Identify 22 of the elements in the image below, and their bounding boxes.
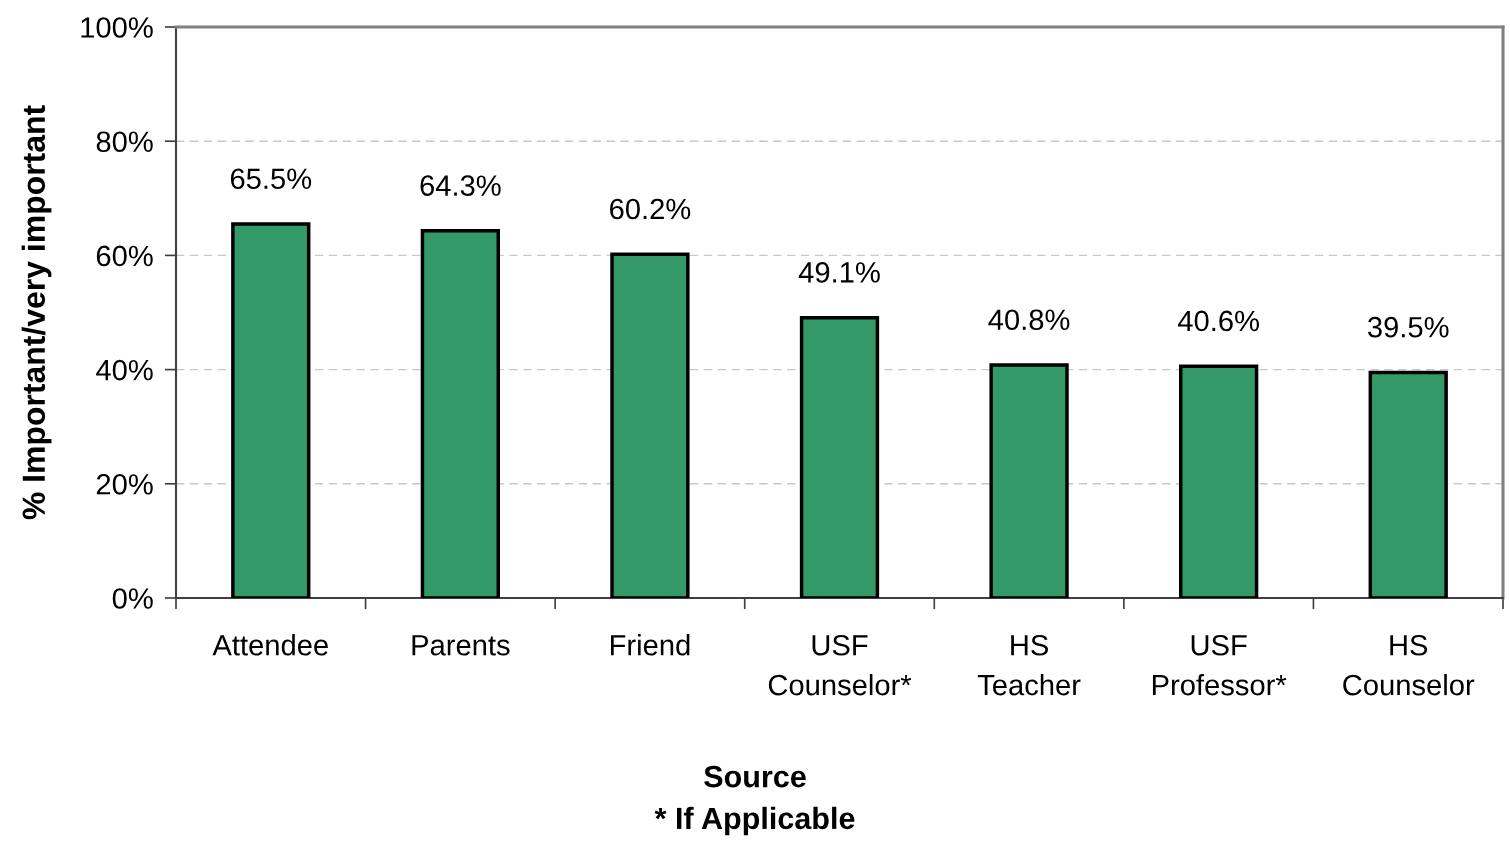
data-label: 64.3% <box>420 175 501 196</box>
y-tick-label: 0% <box>112 588 153 609</box>
data-label: 49.1% <box>798 262 880 283</box>
y-tick-label: 20% <box>96 474 153 495</box>
data-label: 60.2% <box>610 198 691 220</box>
x-tick-label: HS Counselor <box>1343 634 1475 696</box>
data-label: 39.5% <box>1367 316 1449 338</box>
x-tick-label: USF Counselor* <box>768 634 912 696</box>
y-tick-label: 60% <box>96 245 153 267</box>
x-axis-title: Source * If Applicable <box>654 765 855 836</box>
y-axis-title: % Important/very important <box>21 105 52 520</box>
x-tick-label: Parents <box>412 635 510 656</box>
data-label: 40.8% <box>988 309 1070 331</box>
y-tick-label: 100% <box>81 17 153 38</box>
data-label: 65.5% <box>230 168 312 190</box>
y-tick-label: 40% <box>96 359 153 381</box>
y-tick-label: 80% <box>96 131 153 153</box>
x-tick-label: USF Professor* <box>1152 634 1287 696</box>
x-tick-label: Friend <box>610 634 690 656</box>
data-label: 40.6% <box>1177 310 1259 332</box>
x-tick-label: Attendee <box>212 634 328 656</box>
x-tick-label: HS Teacher <box>977 634 1081 696</box>
